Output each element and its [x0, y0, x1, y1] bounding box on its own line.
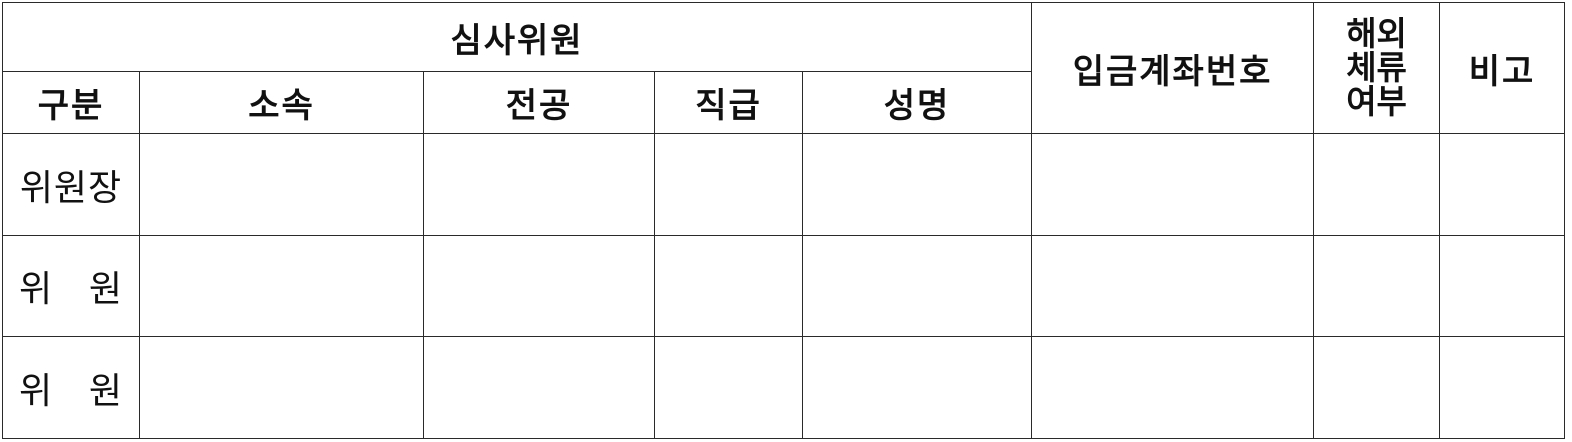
table-row: 위원장: [2, 133, 1566, 236]
table-row: 위 원: [2, 235, 1566, 337]
name-cell[interactable]: [801, 133, 1033, 236]
role-cell-chair: 위원장: [2, 133, 140, 236]
role-part-1: 위: [19, 370, 54, 412]
position-cell[interactable]: [654, 133, 803, 236]
affiliation-cell[interactable]: [139, 336, 424, 439]
major-cell[interactable]: [423, 336, 655, 439]
account-number-cell[interactable]: [1031, 235, 1315, 337]
overseas-stay-line-3: 여부: [1346, 82, 1407, 121]
account-number-cell[interactable]: [1031, 133, 1315, 236]
position-header: 직급: [654, 71, 803, 134]
overseas-stay-line-2: 체류: [1346, 48, 1407, 87]
position-cell[interactable]: [654, 336, 803, 439]
role-part-1: 위: [19, 269, 54, 310]
overseas-stay-cell[interactable]: [1313, 235, 1441, 337]
role-cell-member: 위 원: [2, 235, 140, 337]
category-header: 구분: [2, 71, 140, 134]
header-row-top: 심사위원 입금계좌번호 해외 체류 여부 비고: [1, 2, 1566, 134]
overseas-stay-cell[interactable]: [1313, 133, 1441, 236]
role-cell-member: 위 원: [2, 336, 140, 439]
remarks-cell[interactable]: [1439, 235, 1566, 337]
affiliation-cell[interactable]: [139, 235, 424, 337]
remarks-cell[interactable]: [1439, 133, 1566, 236]
name-cell[interactable]: [801, 336, 1033, 439]
position-cell[interactable]: [654, 235, 803, 337]
name-header: 성명: [801, 71, 1033, 134]
role-part-2: 원: [88, 269, 123, 310]
major-cell[interactable]: [423, 235, 655, 337]
account-number-cell[interactable]: [1031, 336, 1315, 439]
judges-group-header: 심사위원: [1, 2, 1033, 72]
affiliation-header: 소속: [139, 71, 424, 134]
overseas-stay-line-1: 해외: [1346, 14, 1407, 53]
major-header: 전공: [423, 71, 655, 134]
affiliation-cell[interactable]: [139, 133, 424, 236]
overseas-stay-cell[interactable]: [1313, 336, 1441, 439]
role-part-2: 원: [88, 370, 123, 412]
overseas-stay-header: 해외 체류 여부: [1313, 2, 1441, 134]
name-cell[interactable]: [801, 235, 1033, 337]
account-number-header: 입금계좌번호: [1031, 2, 1315, 134]
remarks-cell[interactable]: [1439, 336, 1566, 439]
table-row: 위 원: [2, 336, 1566, 439]
remarks-header: 비고: [1439, 2, 1566, 134]
major-cell[interactable]: [423, 133, 655, 236]
